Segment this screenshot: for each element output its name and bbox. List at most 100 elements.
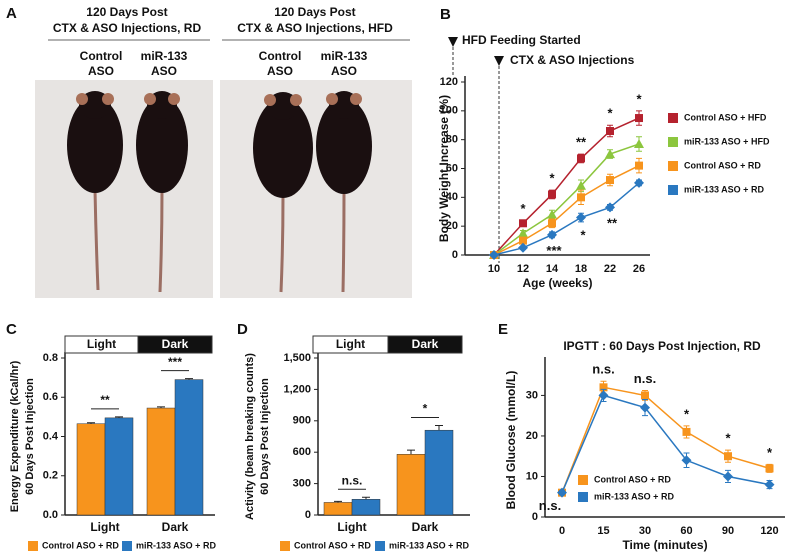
mouse — [253, 92, 313, 293]
header-label: Light — [87, 337, 116, 351]
legend-swatch — [668, 161, 678, 171]
x-tick-label: 22 — [604, 263, 616, 275]
x-tick-label: Dark — [162, 520, 189, 534]
annotation: CTX & ASO Injections — [510, 53, 635, 67]
y-axis-label: Blood Glucose (mmol/L) — [504, 371, 518, 510]
y-axis-label: Activity (beam breaking counts) — [244, 353, 256, 520]
legend-label: miR-133 ASO + RD — [136, 540, 216, 550]
chart-title: IPGTT : 60 Days Post Injection, RD — [563, 339, 761, 353]
point — [765, 464, 774, 473]
y-tick-label: 0 — [532, 511, 538, 523]
panel-label: A — [6, 5, 17, 22]
panel-label: D — [237, 321, 248, 338]
point — [576, 212, 586, 223]
point — [576, 180, 586, 190]
point — [557, 487, 567, 498]
mouse-label: ASO — [267, 64, 293, 78]
bar — [351, 499, 381, 516]
y-tick-label: 0.2 — [43, 470, 58, 482]
header-box — [387, 335, 463, 354]
y-tick-label: 0.0 — [43, 509, 58, 521]
header-label: Dark — [162, 337, 189, 351]
error-bar — [115, 416, 123, 418]
bar — [76, 423, 106, 516]
y-tick-label: 1,200 — [283, 383, 311, 395]
point — [519, 236, 527, 245]
point — [634, 138, 644, 148]
group-title: CTX & ASO Injections, HFD — [237, 21, 393, 35]
mouse-label: miR-133 — [321, 49, 368, 63]
legend-label: Control ASO + RD — [294, 540, 371, 550]
y-tick-label: 0 — [452, 249, 458, 261]
y-tick-label: 0.4 — [43, 430, 59, 442]
point — [518, 242, 528, 253]
point — [577, 154, 585, 163]
y-tick-label: 300 — [293, 478, 311, 490]
legend-swatch — [375, 541, 385, 551]
significance: * — [684, 406, 690, 421]
x-tick-label: 26 — [633, 263, 645, 275]
x-tick-label: 15 — [597, 525, 609, 537]
header-box — [137, 335, 213, 354]
error-bar — [407, 449, 415, 455]
x-tick-label: Light — [90, 520, 119, 534]
mouse-label: ASO — [151, 64, 177, 78]
legend-label: Control ASO + RD — [684, 160, 761, 170]
x-tick-label: 0 — [559, 525, 565, 537]
x-axis-label: Time (minutes) — [622, 538, 707, 552]
header-label: Dark — [412, 337, 439, 351]
mouse — [136, 91, 188, 293]
legend-label: Control ASO + HFD — [684, 112, 767, 122]
x-tick-label: 10 — [488, 263, 500, 275]
point — [599, 383, 608, 392]
y-tick-label: 600 — [293, 446, 311, 458]
significance: * — [423, 402, 428, 416]
point — [547, 209, 557, 219]
y-tick-label: 20 — [446, 220, 458, 232]
annotation: HFD Feeding Started — [462, 33, 581, 47]
legend-swatch — [28, 541, 38, 551]
y-tick-label: 10 — [526, 470, 538, 482]
legend-label: miR-133 ASO + RD — [594, 491, 674, 501]
y-tick-label: 0.6 — [43, 391, 58, 403]
error-bar — [87, 422, 95, 424]
error-bar — [185, 378, 193, 380]
panel-label: C — [6, 321, 17, 338]
bar — [323, 502, 353, 516]
legend-label: miR-133 ASO + HFD — [684, 136, 770, 146]
point — [605, 149, 615, 159]
point — [635, 161, 643, 170]
point — [723, 471, 733, 482]
significance: *** — [546, 243, 562, 258]
marker-arrow — [448, 37, 458, 47]
y-tick-label: 0.8 — [43, 352, 58, 364]
legend-label: Control ASO + RD — [42, 540, 119, 550]
y-axis-label: Body Weight Increase (%) — [437, 95, 451, 242]
series-line — [493, 164, 640, 256]
point — [724, 452, 732, 461]
point — [640, 402, 650, 413]
point — [518, 228, 528, 238]
bar — [396, 454, 426, 516]
y-tick-label: 0 — [305, 509, 311, 521]
mouse-label: miR-133 — [141, 49, 188, 63]
mouse-label: Control — [80, 49, 123, 63]
point — [598, 390, 609, 401]
significance: n.s. — [539, 498, 561, 513]
x-tick-label: 14 — [546, 263, 559, 275]
group-title: CTX & ASO Injections, RD — [53, 21, 202, 35]
point — [635, 114, 643, 123]
point — [634, 177, 644, 188]
legend-label: miR-133 ASO + RD — [389, 540, 469, 550]
bar — [174, 379, 204, 516]
significance: * — [580, 227, 586, 242]
point — [641, 391, 649, 400]
mouse — [316, 91, 372, 293]
significance: * — [520, 201, 526, 216]
mouse-label: ASO — [331, 64, 357, 78]
significance: n.s. — [592, 362, 614, 377]
legend-label: Control ASO + RD — [594, 474, 671, 484]
panel-a: A 120 Days Post CTX & ASO Injections, RD… — [6, 5, 412, 298]
legend-swatch — [578, 492, 588, 502]
